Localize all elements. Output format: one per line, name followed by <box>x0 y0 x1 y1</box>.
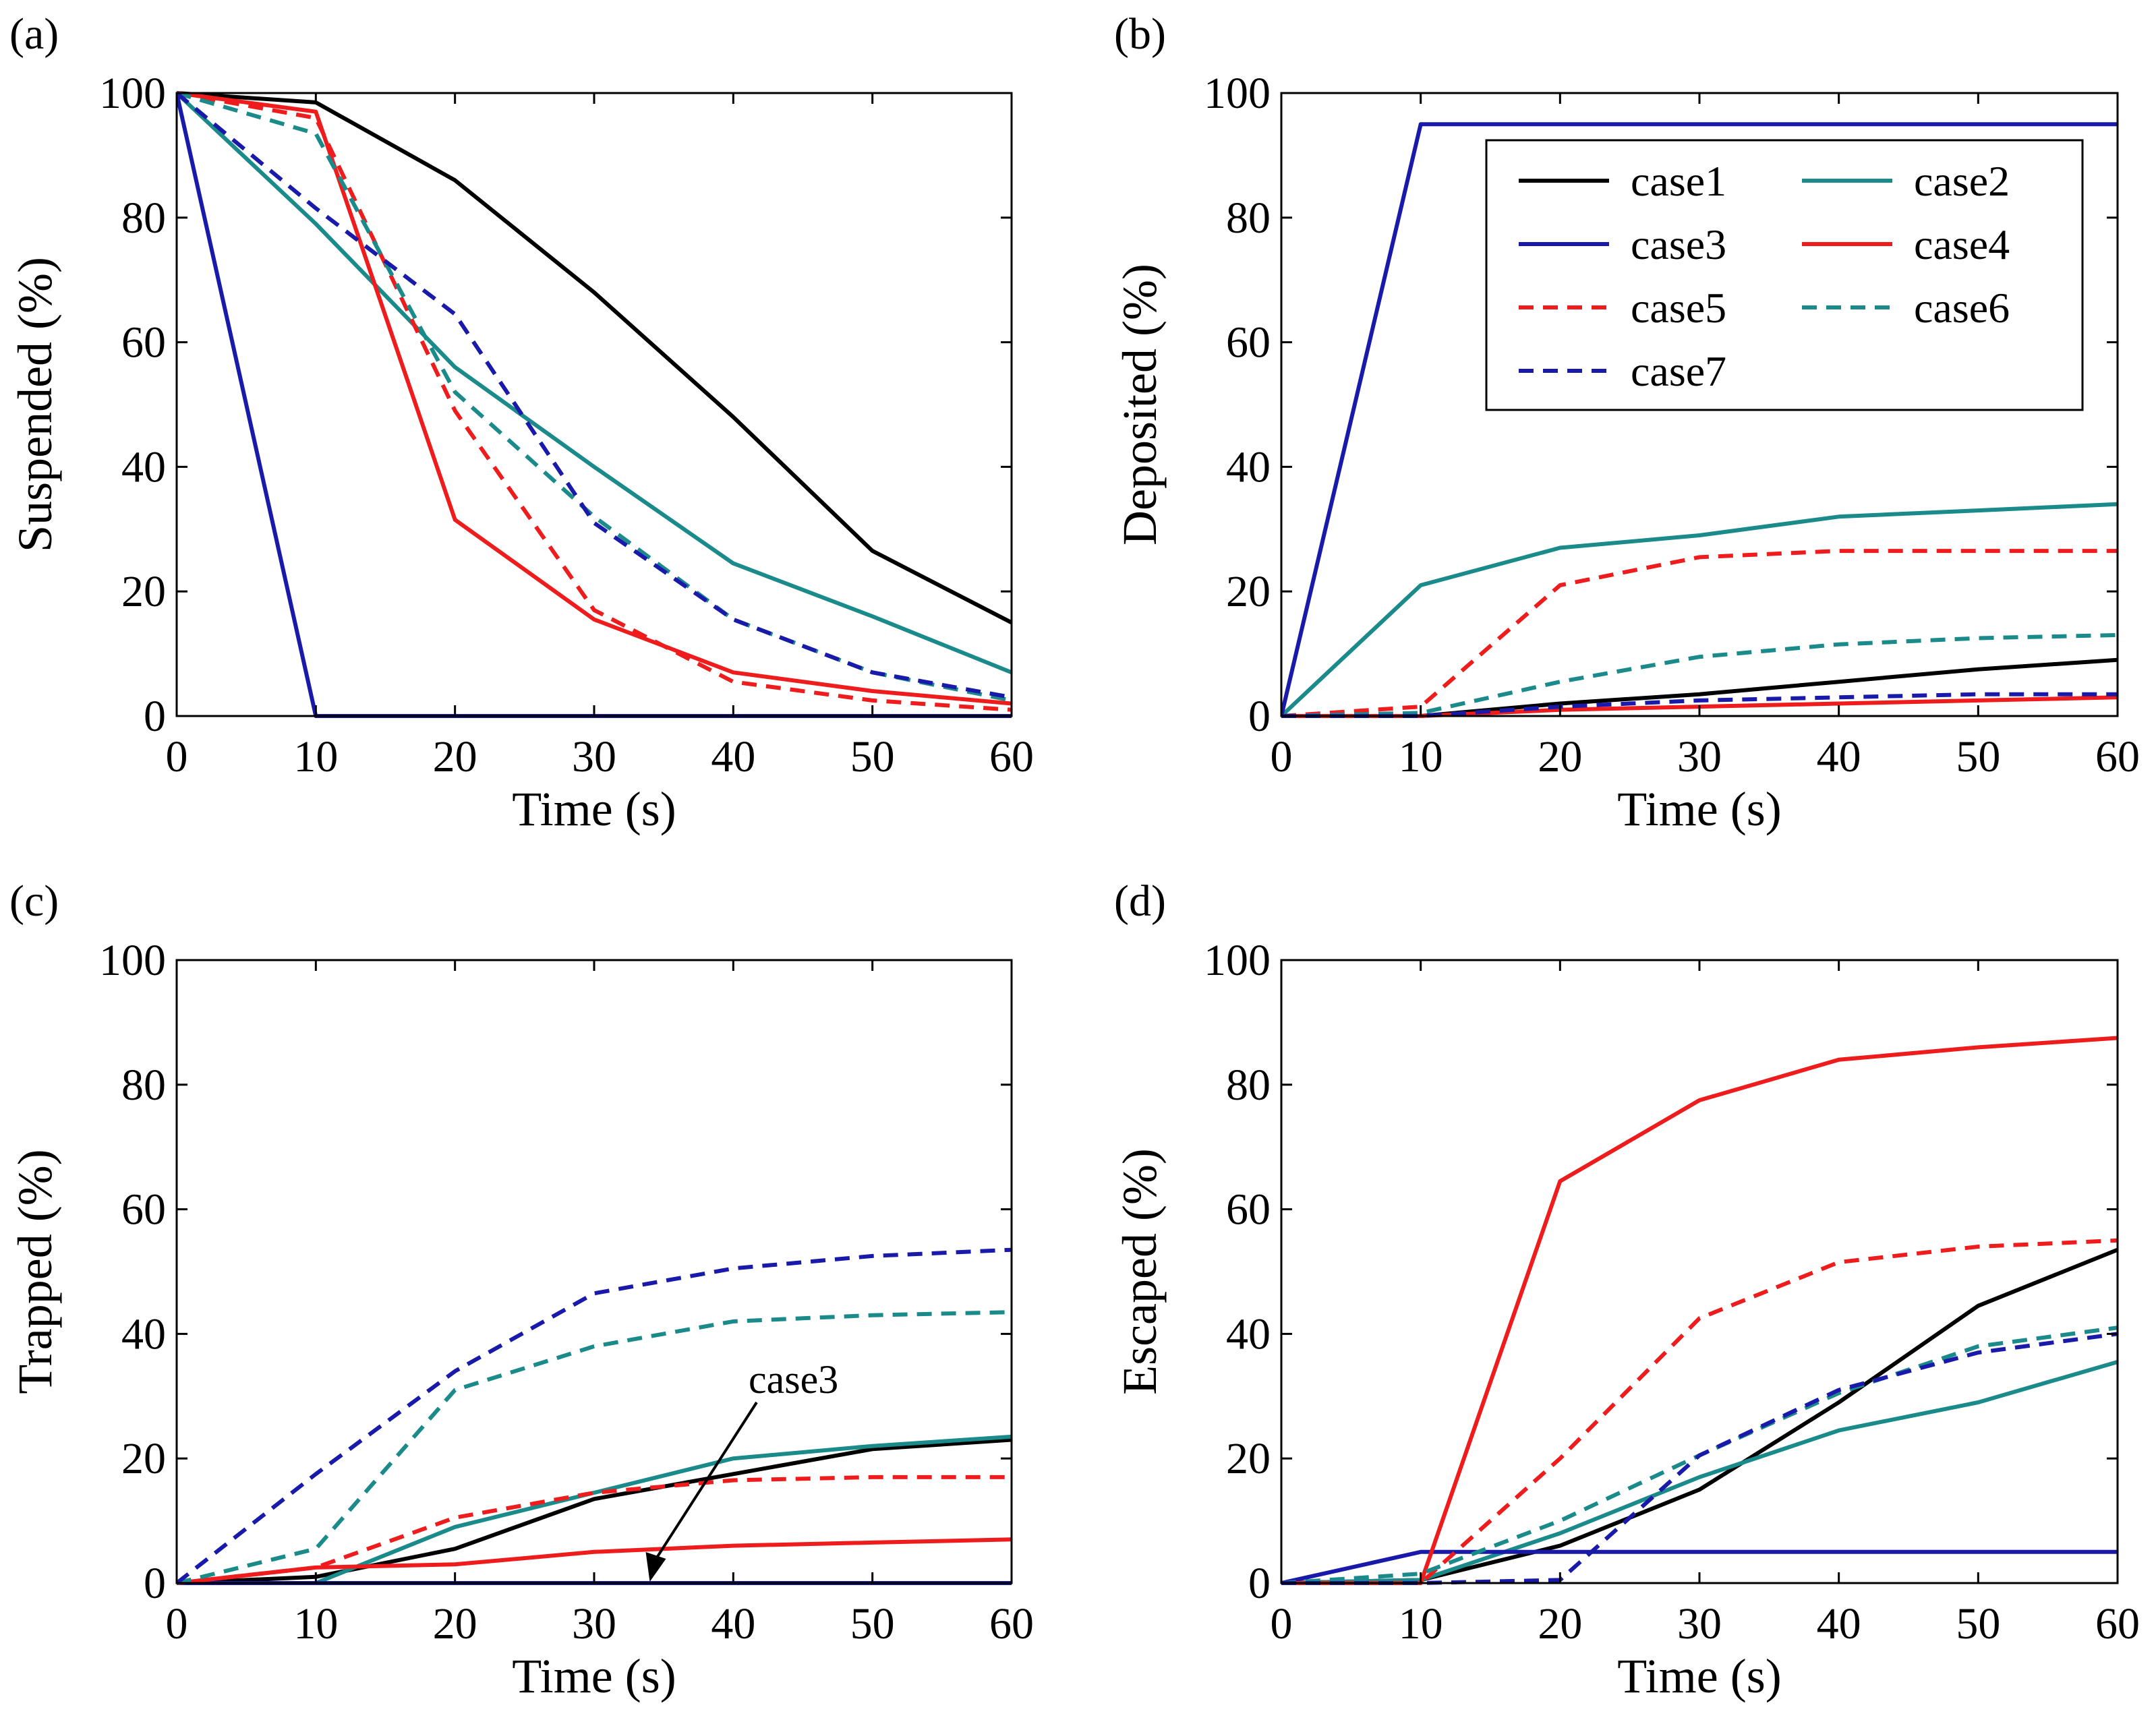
x-tick-label: 10 <box>293 1599 338 1648</box>
y-tick-label: 80 <box>121 194 166 243</box>
series-line-case4 <box>177 1537 1012 1585</box>
series-line-case5 <box>1281 1238 2118 1585</box>
panel-a: (a) 0 10 20 30 40 50 60 0 20 40 60 80 100 Time (s) Susp… <box>8 9 1034 836</box>
x-tick-label: 20 <box>433 1599 477 1648</box>
x-tick-label: 30 <box>572 1599 616 1648</box>
series-line-case7 <box>177 1247 1012 1585</box>
panel-c: (c) 0 10 20 30 40 50 60 0 20 40 60 80 100 Time (s) Trap… <box>8 876 1034 1703</box>
x-tick-label: 60 <box>989 732 1034 781</box>
panel-tag: (b) <box>1114 9 1166 59</box>
x-tick-label: 30 <box>572 732 616 781</box>
y-tick-label: 0 <box>1248 692 1271 741</box>
series-line-case6 <box>177 1310 1012 1585</box>
series-line-case7 <box>1281 692 2118 718</box>
x-tick-label: 30 <box>1677 1599 1722 1648</box>
legend-label-case7: case7 <box>1631 347 1726 395</box>
y-axis-label: Escaped (%) <box>1113 1148 1167 1395</box>
y-tick-label: 40 <box>121 1309 166 1359</box>
legend-label-case5: case5 <box>1631 284 1726 332</box>
series-line-case2 <box>177 91 1012 675</box>
x-tick-label: 10 <box>1399 1599 1443 1648</box>
x-tick-label: 50 <box>1956 732 2000 781</box>
x-tick-label: 10 <box>293 732 338 781</box>
series-line-case3 <box>1281 122 2118 717</box>
legend: case1 case2 case3 case4 case5 case6 case7 <box>1485 139 2084 411</box>
series-line-case4 <box>177 91 1012 706</box>
y-tick-label: 0 <box>144 1559 166 1608</box>
y-axis-label: Deposited (%) <box>1113 264 1167 545</box>
y-tick-label: 20 <box>1226 567 1271 616</box>
series-line-case3 <box>1281 1549 2118 1585</box>
x-tick-label: 10 <box>1399 732 1443 781</box>
x-tick-label: 0 <box>1271 732 1293 781</box>
series-line-case5 <box>177 1475 1012 1585</box>
x-tick-label: 20 <box>433 732 477 781</box>
x-tick-label: 60 <box>989 1599 1034 1648</box>
legend-label-case4: case4 <box>1914 220 2010 268</box>
y-tick-label: 60 <box>121 318 166 367</box>
series-line-case6 <box>1281 632 2118 718</box>
x-tick-label: 60 <box>2095 732 2140 781</box>
x-tick-label: 30 <box>1677 732 1722 781</box>
y-tick-label: 80 <box>1226 1061 1271 1110</box>
x-axis-label: Time (s) <box>512 1649 676 1703</box>
y-tick-label: 100 <box>99 69 166 118</box>
x-tick-label: 50 <box>850 1599 895 1648</box>
annotation-arrow-head <box>645 1552 666 1582</box>
x-axis-label: Time (s) <box>1617 1649 1781 1703</box>
y-tick-label: 40 <box>1226 442 1271 492</box>
annotation-label: case3 <box>749 1357 838 1402</box>
series-line-case5 <box>1281 549 2118 718</box>
x-axis-label: Time (s) <box>512 782 676 836</box>
legend-label-case1: case1 <box>1631 157 1726 205</box>
y-axis-label: Suspended (%) <box>8 257 62 552</box>
x-tick-label: 0 <box>166 1599 188 1648</box>
x-tick-label: 20 <box>1538 1599 1582 1648</box>
y-tick-label: 100 <box>1204 69 1271 118</box>
x-tick-label: 0 <box>166 732 188 781</box>
series-line-case5 <box>177 91 1012 712</box>
legend-label-case2: case2 <box>1914 157 2010 205</box>
x-tick-label: 0 <box>1271 1599 1293 1648</box>
x-tick-label: 50 <box>850 732 895 781</box>
panel-b: (b) 0 10 20 30 40 50 60 0 20 40 60 80 100 Time (s) Depo… <box>1113 9 2140 836</box>
panel-tag: (a) <box>9 9 59 59</box>
y-axis-label: Trapped (%) <box>8 1149 62 1394</box>
x-tick-label: 40 <box>1817 1599 1861 1648</box>
panel-tag: (d) <box>1114 876 1166 926</box>
y-tick-label: 20 <box>1226 1434 1271 1483</box>
legend-label-case3: case3 <box>1631 220 1726 268</box>
y-tick-label: 60 <box>121 1185 166 1234</box>
y-tick-label: 20 <box>121 567 166 616</box>
panel-d: (d) 0 10 20 30 40 50 60 0 20 40 60 80 100 Time (s) Esca… <box>1113 876 2140 1703</box>
y-tick-label: 60 <box>1226 1185 1271 1234</box>
series-line-case7 <box>177 91 1012 700</box>
annotation-arrow-line <box>653 1401 758 1561</box>
y-tick-label: 20 <box>121 1434 166 1483</box>
y-tick-label: 60 <box>1226 318 1271 367</box>
series-line-case2 <box>1281 502 2118 718</box>
x-tick-label: 50 <box>1956 1599 2000 1648</box>
x-tick-label: 60 <box>2095 1599 2140 1648</box>
y-tick-label: 40 <box>121 442 166 492</box>
y-tick-label: 80 <box>121 1061 166 1110</box>
x-tick-label: 40 <box>711 1599 755 1648</box>
series-line-case7 <box>1281 1332 2118 1585</box>
y-tick-label: 80 <box>1226 194 1271 243</box>
panel-tag: (c) <box>9 876 59 926</box>
legend-box <box>1485 139 2084 411</box>
y-tick-label: 100 <box>1204 936 1271 985</box>
y-tick-label: 40 <box>1226 1309 1271 1359</box>
x-tick-label: 40 <box>1817 732 1861 781</box>
legend-label-case6: case6 <box>1914 284 2010 332</box>
x-axis-label: Time (s) <box>1617 782 1781 836</box>
y-tick-label: 0 <box>1248 1559 1271 1608</box>
x-tick-label: 40 <box>711 732 755 781</box>
annotation: case3 <box>645 1357 838 1582</box>
x-tick-label: 20 <box>1538 732 1582 781</box>
y-tick-label: 100 <box>99 936 166 985</box>
y-tick-label: 0 <box>144 692 166 741</box>
